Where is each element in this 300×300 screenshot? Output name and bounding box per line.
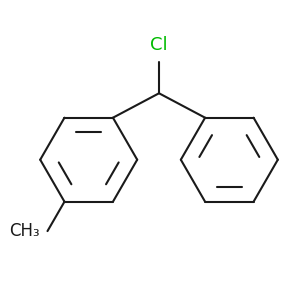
Text: CH₃: CH₃ xyxy=(10,222,40,240)
Text: Cl: Cl xyxy=(150,37,168,55)
